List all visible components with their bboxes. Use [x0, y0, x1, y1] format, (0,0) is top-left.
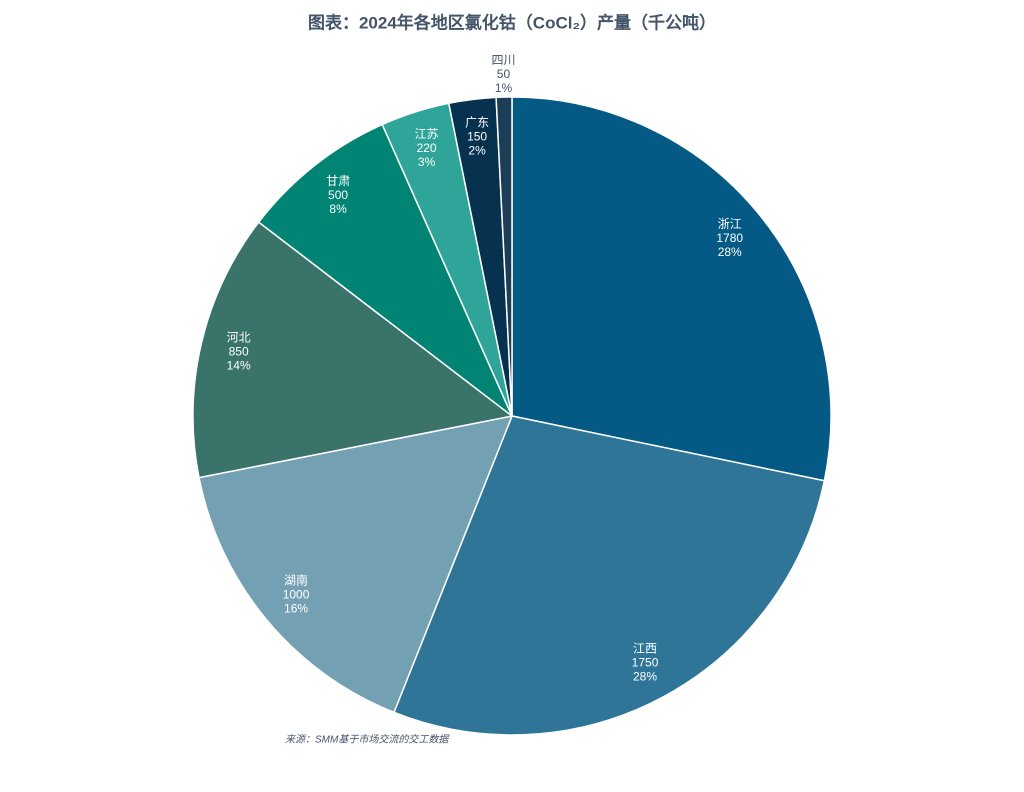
slice-label-name: 河北 [227, 330, 251, 344]
slice-label-percent: 16% [284, 602, 308, 616]
slice-label-name: 广东 [465, 116, 489, 130]
pie-slice [198, 414, 514, 714]
slice-label-percent: 1% [495, 81, 513, 95]
slice-label-percent: 2% [468, 144, 486, 158]
slice-label-value: 150 [467, 130, 487, 144]
source-note: 来源：SMM基于市场交流的交工数据 [285, 734, 450, 746]
pie-slice [511, 96, 832, 482]
slice-label-name: 浙江 [718, 217, 742, 231]
slice-label-name: 甘肃 [326, 174, 350, 188]
slice-label-name: 江西 [633, 641, 657, 655]
pie-slice [495, 96, 513, 417]
slice-label-value: 850 [229, 344, 249, 358]
pie-slice [192, 221, 514, 479]
slice-label-percent: 8% [329, 202, 347, 216]
pie-slice [393, 415, 826, 736]
slice-label-percent: 28% [718, 245, 742, 259]
chart-title: 图表：2024年各地区氯化钴（CoCl₂）产量（千公吨） [308, 12, 716, 32]
slice-label-value: 500 [328, 188, 348, 202]
slice-label-percent: 14% [227, 358, 251, 372]
slice-label-name: 四川 [491, 53, 515, 67]
pie-slice [257, 123, 513, 417]
slice-label-value: 1000 [283, 588, 310, 602]
slice-label-name: 江苏 [415, 127, 439, 141]
slice-label-percent: 3% [418, 155, 436, 169]
slice-label-name: 湖南 [284, 573, 308, 588]
slice-label-value: 50 [497, 67, 511, 81]
slice-label-value: 1750 [632, 655, 659, 669]
slice-label-value: 1780 [716, 231, 743, 245]
slice-label-percent: 28% [633, 669, 657, 683]
slice-label-value: 220 [417, 141, 437, 155]
